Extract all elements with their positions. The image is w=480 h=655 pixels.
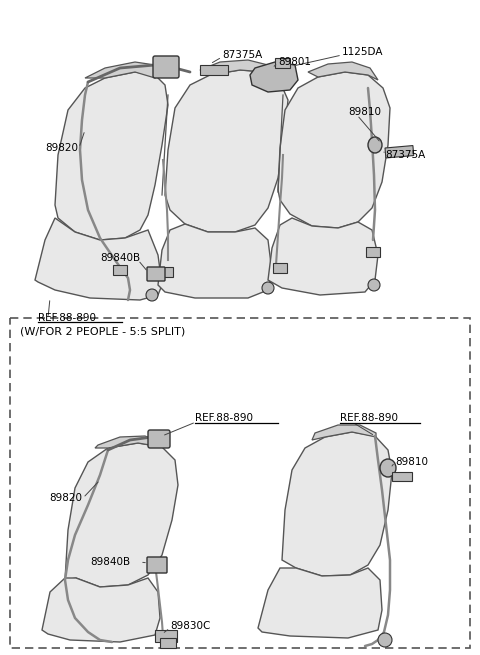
Polygon shape [308, 62, 378, 80]
Polygon shape [258, 568, 382, 638]
Polygon shape [282, 432, 392, 576]
Bar [113, 265, 127, 275]
Bar [200, 65, 228, 75]
Polygon shape [158, 224, 272, 298]
Text: REF.88-890: REF.88-890 [340, 413, 398, 423]
Text: 87375A: 87375A [385, 150, 425, 160]
Polygon shape [35, 218, 162, 300]
Bar [385, 145, 414, 158]
Text: 89820: 89820 [45, 143, 78, 153]
Bar [155, 630, 177, 642]
Text: REF.88-890: REF.88-890 [38, 313, 96, 323]
Polygon shape [200, 60, 275, 75]
Polygon shape [268, 218, 378, 295]
Bar [160, 638, 176, 648]
Text: 1125DA: 1125DA [342, 47, 384, 57]
Polygon shape [165, 70, 288, 232]
Polygon shape [250, 62, 298, 92]
Polygon shape [95, 436, 162, 448]
Circle shape [378, 633, 392, 647]
FancyBboxPatch shape [153, 56, 179, 78]
Polygon shape [65, 443, 178, 587]
Text: 89840B: 89840B [90, 557, 130, 567]
Bar [159, 267, 173, 277]
Polygon shape [42, 578, 160, 642]
Polygon shape [85, 62, 162, 78]
Text: (W/FOR 2 PEOPLE - 5:5 SPLIT): (W/FOR 2 PEOPLE - 5:5 SPLIT) [20, 327, 185, 337]
Bar [273, 263, 287, 273]
Text: 89810: 89810 [395, 457, 428, 467]
Text: 89840B: 89840B [100, 253, 140, 263]
Text: 89830C: 89830C [170, 621, 210, 631]
Text: 89810: 89810 [348, 107, 381, 117]
Text: 89820: 89820 [49, 493, 82, 503]
Text: 87375A: 87375A [222, 50, 262, 60]
Polygon shape [278, 72, 390, 228]
FancyBboxPatch shape [148, 430, 170, 448]
Text: REF.88-890: REF.88-890 [195, 413, 253, 423]
FancyBboxPatch shape [147, 557, 167, 573]
Polygon shape [55, 72, 168, 240]
Ellipse shape [380, 459, 396, 477]
Circle shape [368, 279, 380, 291]
Polygon shape [312, 425, 376, 440]
Text: 89801: 89801 [278, 57, 311, 67]
Ellipse shape [368, 137, 382, 153]
Bar [275, 58, 290, 68]
FancyBboxPatch shape [147, 267, 165, 281]
Bar [366, 247, 380, 257]
Circle shape [262, 282, 274, 294]
Circle shape [146, 289, 158, 301]
Bar [392, 472, 412, 481]
